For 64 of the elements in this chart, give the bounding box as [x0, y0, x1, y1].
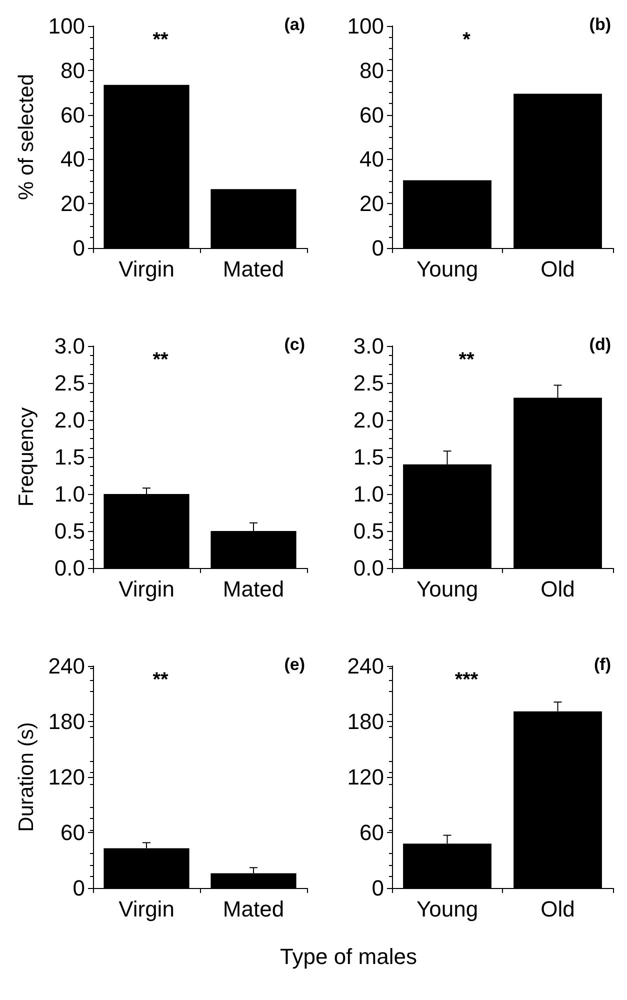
y-tick-label: 0.0 [353, 556, 384, 580]
y-tick-label: 180 [347, 709, 384, 734]
x-tick-label: Old [540, 256, 575, 282]
x-tick-label: Virgin [118, 256, 174, 282]
y-tick-label: 0.5 [54, 518, 85, 544]
y-tick-label: 100 [48, 14, 85, 38]
y-tick-label: 240 [48, 654, 85, 678]
annotation: * [462, 29, 471, 51]
y-tick-label: 40 [60, 146, 85, 172]
y-tick-label: 2.5 [353, 370, 384, 396]
y-tick-label: 0 [372, 876, 384, 900]
y-tick-label: 20 [60, 191, 85, 216]
y-tick-label: 3.0 [353, 334, 384, 358]
y-tick-label: 180 [48, 709, 85, 734]
annotation: ** [152, 669, 168, 691]
x-tick-label: Mated [222, 576, 284, 602]
y-tick-label: 1.5 [54, 444, 85, 470]
y-tick-label: 0 [72, 876, 85, 900]
y-axis-title: Frequency [15, 406, 38, 507]
y-tick-label: 0.0 [54, 556, 85, 580]
y-tick-label: 40 [360, 146, 384, 172]
x-tick-label: Old [540, 896, 575, 922]
y-tick-label: 1.0 [54, 482, 85, 506]
y-tick-label: 100 [347, 14, 384, 38]
x-tick-label: Old [540, 576, 575, 602]
x-tick-label: Virgin [118, 896, 174, 922]
y-tick-label: 240 [347, 654, 384, 678]
chart-title: (b) [589, 15, 612, 34]
y-tick-label: 0 [372, 236, 384, 260]
y-tick-label: 0 [72, 236, 85, 260]
y-tick-label: 60 [60, 820, 85, 845]
y-tick-label: 80 [60, 58, 85, 83]
annotation: *** [454, 669, 478, 691]
y-tick-label: 3.0 [54, 334, 85, 358]
y-tick-label: 2.0 [54, 408, 85, 432]
y-tick-label: 60 [360, 820, 384, 845]
y-tick-label: 2.5 [54, 370, 85, 396]
x-tick-label: Mated [222, 896, 284, 922]
annotation: ** [152, 29, 168, 51]
x-tick-label: Young [416, 256, 478, 282]
y-tick-label: 1.5 [353, 444, 384, 470]
y-axis-title: Duration (s) [15, 722, 38, 832]
x-tick-label: Virgin [118, 576, 174, 602]
chart-title: (a) [284, 15, 306, 34]
y-tick-label: 20 [360, 191, 384, 216]
chart-title: (d) [589, 335, 612, 354]
y-tick-label: 120 [48, 764, 85, 790]
x-axis-title: Type of males [279, 944, 418, 970]
chart-title: (e) [284, 655, 306, 674]
y-tick-label: 60 [360, 102, 384, 128]
y-tick-label: 80 [360, 58, 384, 83]
y-tick-label: 2.0 [353, 408, 384, 432]
y-tick-label: 60 [60, 102, 85, 128]
y-tick-label: 1.0 [353, 482, 384, 506]
chart-title: (c) [284, 335, 306, 354]
x-tick-label: Young [416, 896, 478, 922]
annotation: ** [458, 349, 474, 371]
annotation: ** [152, 349, 168, 371]
y-axis-title: % of selected [15, 74, 38, 200]
y-tick-label: 120 [347, 764, 384, 790]
y-tick-label: 0.5 [353, 518, 384, 544]
chart-title: (f) [594, 655, 611, 674]
x-tick-label: Young [416, 576, 478, 602]
x-tick-label: Mated [222, 256, 284, 282]
